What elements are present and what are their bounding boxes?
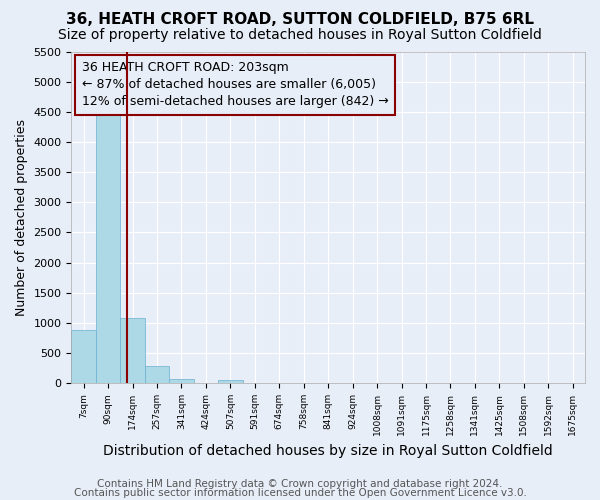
Text: 36 HEATH CROFT ROAD: 203sqm
← 87% of detached houses are smaller (6,005)
12% of : 36 HEATH CROFT ROAD: 203sqm ← 87% of det…: [82, 62, 388, 108]
Bar: [218, 380, 242, 384]
Text: Contains HM Land Registry data © Crown copyright and database right 2024.: Contains HM Land Registry data © Crown c…: [97, 479, 503, 489]
X-axis label: Distribution of detached houses by size in Royal Sutton Coldfield: Distribution of detached houses by size …: [103, 444, 553, 458]
Text: Contains public sector information licensed under the Open Government Licence v3: Contains public sector information licen…: [74, 488, 526, 498]
Bar: [71, 330, 96, 384]
Bar: [121, 318, 145, 384]
Bar: [96, 109, 121, 384]
Text: Size of property relative to detached houses in Royal Sutton Coldfield: Size of property relative to detached ho…: [58, 28, 542, 42]
Bar: [145, 366, 169, 384]
Bar: [169, 379, 194, 384]
Y-axis label: Number of detached properties: Number of detached properties: [15, 119, 28, 316]
Text: 36, HEATH CROFT ROAD, SUTTON COLDFIELD, B75 6RL: 36, HEATH CROFT ROAD, SUTTON COLDFIELD, …: [66, 12, 534, 28]
